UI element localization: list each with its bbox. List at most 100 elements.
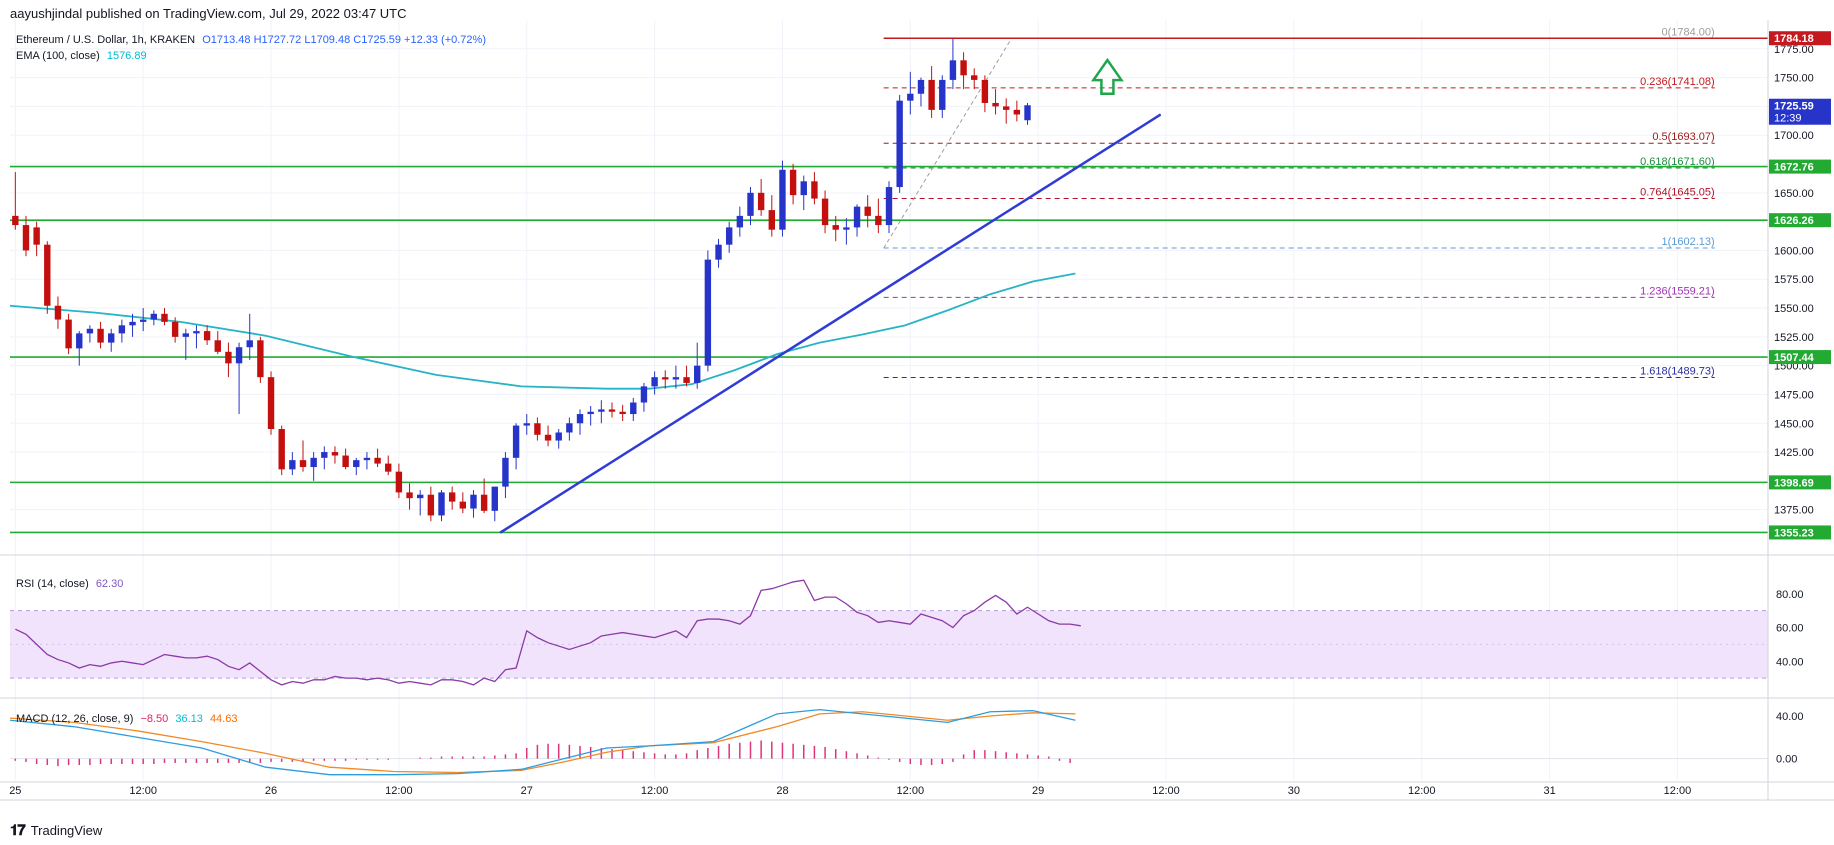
time-tick-label: 12:00 [1152, 785, 1180, 797]
candle-body [235, 347, 243, 364]
candle-body [960, 60, 967, 76]
candle-body [97, 328, 104, 343]
price-tag [1769, 31, 1831, 46]
candle-body [502, 457, 509, 487]
candle-body [385, 463, 392, 472]
candle-body [193, 331, 200, 334]
bullish-trend-line [499, 113, 1162, 534]
footer: 𝟏𝟕 TradingView [10, 822, 102, 839]
fib-level-label: 0(1784.00) [1662, 26, 1715, 38]
legend-macd: MACD (12, 26, close, 9) −8.50 36.13 44.6… [16, 713, 241, 725]
up-arrow-icon [1091, 57, 1124, 95]
price-tick-label: 1650.00 [1774, 188, 1814, 200]
price-tag-label: 1672.76 [1774, 162, 1814, 174]
legend-macd-label: MACD (12, 26, close, 9) [16, 713, 134, 725]
candle-body [704, 259, 712, 366]
price-tick-label: 1550.00 [1774, 303, 1814, 315]
up-arrow-shape [1091, 57, 1124, 95]
candle-body [523, 423, 530, 426]
price-tag-label: 1784.18 [1774, 33, 1814, 45]
price-tick-label: 1475.00 [1774, 389, 1814, 401]
legend-rsi-value: 62.30 [95, 578, 124, 590]
price-tag-countdown: 12:39 [1774, 113, 1802, 125]
candle-body [225, 351, 232, 364]
candle-body [651, 377, 658, 387]
fib-level-label: 0.5(1693.07) [1652, 131, 1714, 143]
time-tick-label: 29 [1032, 785, 1044, 797]
macd-tick-label: 0.00 [1776, 754, 1797, 766]
candle-body [555, 432, 562, 441]
candle-body [630, 402, 637, 415]
candle-body [832, 225, 839, 230]
candle-body [267, 377, 275, 430]
candle-body [757, 192, 765, 211]
candle-body [22, 225, 30, 251]
candle-body [129, 321, 136, 326]
candle-body [171, 321, 179, 337]
candle-body [971, 75, 978, 80]
time-tick-label: 30 [1288, 785, 1300, 797]
candle-body [427, 494, 435, 516]
fib-level-label: 1(1602.13) [1662, 236, 1715, 248]
fib-trend-connector [883, 38, 1012, 249]
candle-body [821, 198, 829, 226]
candle-body [65, 319, 72, 349]
price-tick-label: 1525.00 [1774, 332, 1814, 344]
macd-tick-label: 40.00 [1776, 711, 1804, 723]
candle-body [875, 215, 882, 226]
legend-rsi-label: RSI (14, close) [16, 578, 89, 590]
candle-body [917, 79, 925, 94]
fib-level-label: 1.618(1489.73) [1640, 365, 1715, 377]
candle-body [480, 494, 488, 511]
rsi-tick-label: 80.00 [1776, 589, 1804, 601]
price-tag [1769, 213, 1831, 228]
time-tick-label: 12:00 [385, 785, 413, 797]
candle-body [811, 181, 818, 199]
candle-body [459, 501, 467, 509]
candle-body [374, 457, 381, 464]
candle-body [12, 215, 19, 226]
candle-body [683, 377, 690, 383]
publish-line: aayushjindal published on TradingView.co… [10, 6, 407, 21]
candle-body [299, 460, 307, 468]
candle-body [214, 340, 221, 352]
price-tag [1769, 525, 1831, 540]
candle-body [587, 411, 594, 415]
candle-body [747, 192, 754, 216]
time-tick-label: 26 [265, 785, 277, 797]
time-tick-label: 25 [9, 785, 21, 797]
candle-body [86, 328, 94, 334]
candle-body [395, 471, 403, 493]
support-lines [10, 165, 1768, 534]
candle-body [843, 227, 850, 230]
candle-body [353, 460, 360, 468]
candle-body [448, 492, 456, 502]
price-tag-label: 1398.69 [1774, 477, 1814, 489]
candle-body [768, 210, 775, 230]
fib-level-label: 0.764(1645.05) [1640, 187, 1715, 199]
candle-body [203, 331, 211, 341]
price-tag-label: 1725.59 [1774, 101, 1814, 113]
rsi-tick-label: 40.00 [1776, 656, 1804, 668]
price-tag [1769, 475, 1831, 490]
candle-body [939, 79, 946, 110]
time-tick-label: 12:00 [897, 785, 925, 797]
price-tick-label: 1700.00 [1774, 130, 1814, 142]
candle-body [662, 377, 669, 380]
candle-body [885, 187, 893, 226]
candle-body [1024, 105, 1031, 121]
price-tick-label: 1375.00 [1774, 505, 1814, 517]
ema-line [9, 272, 1076, 390]
candle-body [544, 434, 552, 441]
footer-brand: TradingView [30, 823, 103, 838]
price-tick-label: 1425.00 [1774, 447, 1814, 459]
candle-body [694, 365, 701, 383]
time-tick-label: 12:00 [641, 785, 669, 797]
candle-body [491, 486, 498, 511]
price-tick-label: 1600.00 [1774, 245, 1814, 257]
candles [12, 38, 1031, 522]
price-tag-label: 1626.26 [1774, 215, 1814, 227]
candle-body [278, 429, 285, 470]
price-tag [1769, 159, 1831, 174]
